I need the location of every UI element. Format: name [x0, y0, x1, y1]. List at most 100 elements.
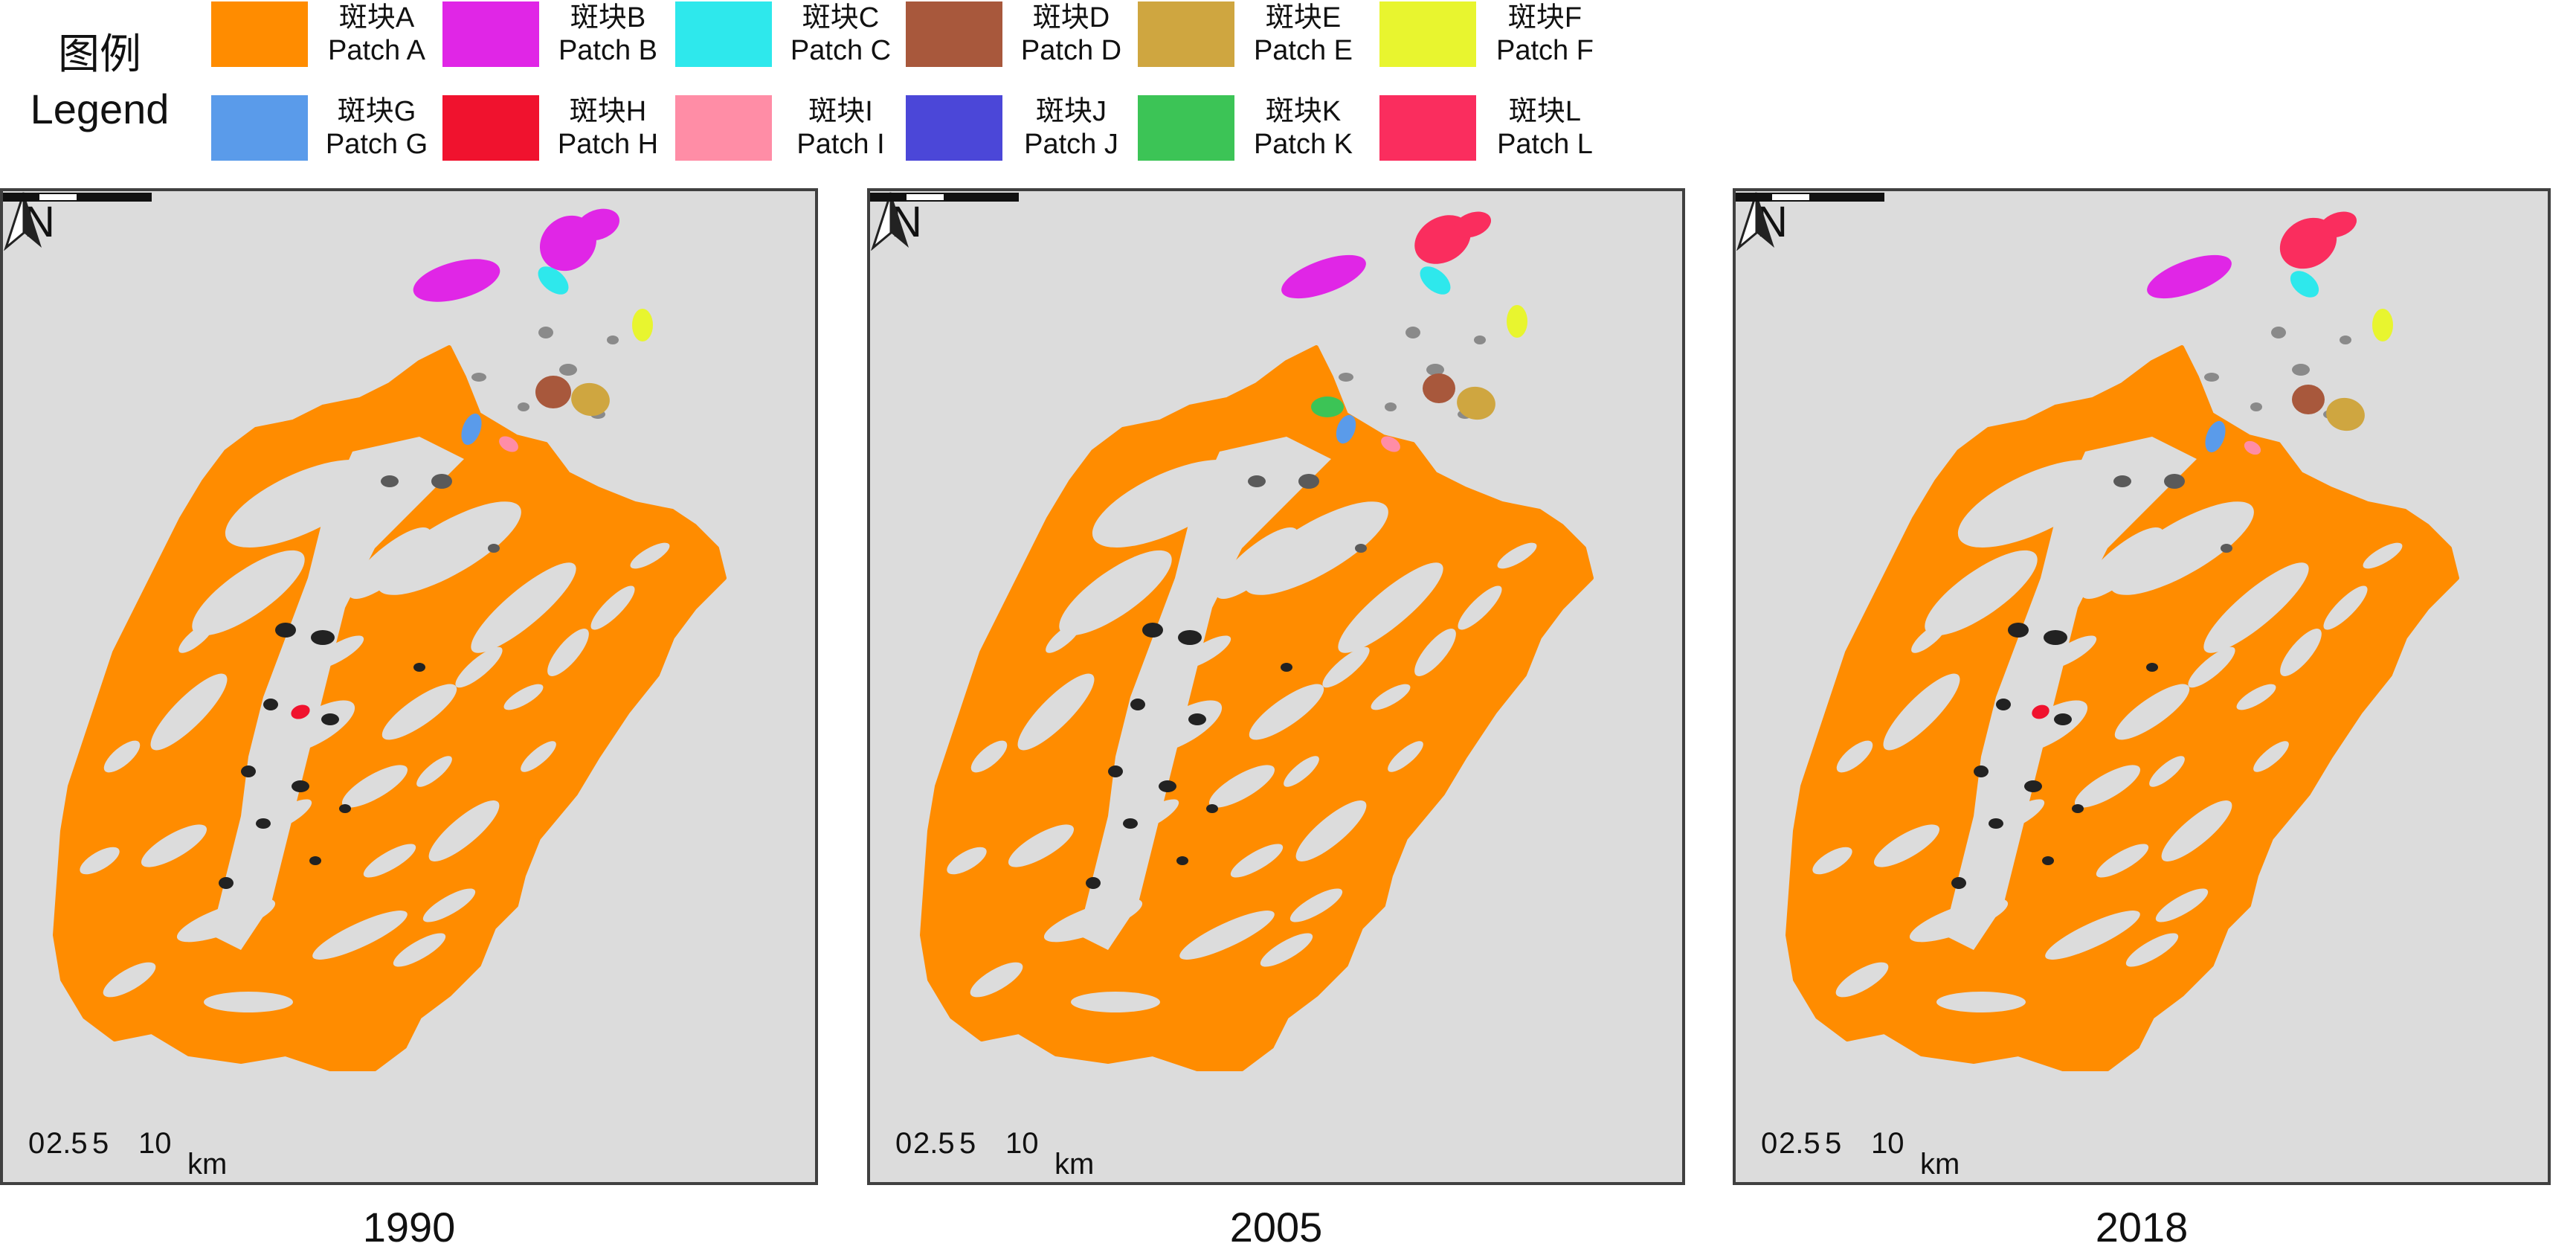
legend-label-cn: 斑块K — [1265, 96, 1342, 127]
map-nonpatch-gap — [2236, 684, 2276, 710]
legend-swatch — [906, 1, 1002, 67]
legend-swatch — [675, 1, 772, 67]
map-minor-patch — [2008, 623, 2029, 638]
map-nonpatch-gap — [1244, 501, 1388, 595]
map-minor-patch — [1176, 856, 1188, 865]
map-patch-b — [413, 259, 500, 302]
map-minor-patch — [311, 630, 335, 645]
legend-label-en: Patch F — [1496, 35, 1594, 66]
map-patch-b — [576, 208, 620, 241]
map-nonpatch-gap — [1371, 684, 1411, 710]
map-nonpatch-gap — [1836, 740, 1873, 773]
scale-unit-label: km — [187, 1148, 228, 1181]
map-minor-patch — [1123, 818, 1138, 829]
map-minor-patch — [1951, 877, 1966, 889]
map-patch-b — [1281, 254, 1366, 299]
map-patch-f — [632, 309, 653, 341]
map-nonpatch-gap — [947, 847, 987, 875]
map-patch-b — [2147, 254, 2232, 299]
map-nonpatch-gap — [1017, 673, 1095, 751]
map-nonpatch-gap — [1208, 765, 1275, 808]
legend-swatch — [1138, 1, 1234, 67]
map-minor-patch — [339, 804, 351, 813]
scale-unit-label: km — [1054, 1148, 1095, 1181]
legend-label-cn: 斑块E — [1265, 2, 1342, 33]
map-minor-patch — [275, 623, 296, 638]
map-nonpatch-gap — [2161, 800, 2232, 861]
legend-label-en: Patch J — [1024, 129, 1118, 160]
map-minor-patch — [607, 336, 619, 344]
legend-label-en: Patch D — [1020, 35, 1122, 66]
map-nonpatch-gap — [1126, 799, 1179, 833]
map-minor-patch — [309, 856, 321, 865]
map-nonpatch-gap — [381, 684, 457, 740]
map-nonpatch-gap — [275, 700, 355, 754]
map-nonpatch-gap — [176, 898, 276, 943]
legend-label-en: Patch K — [1253, 129, 1353, 160]
scale-tick-label: 10 — [1005, 1127, 1039, 1160]
legend-label-en: Patch A — [328, 35, 425, 66]
scale-tick-label: 2.5 — [913, 1127, 955, 1160]
map-minor-patch — [1298, 474, 1319, 489]
map-patch-e — [571, 382, 610, 417]
map-minor-patch — [1178, 630, 1202, 645]
legend-item-patch-k: 斑块K Patch K — [1138, 95, 1370, 170]
map-minor-patch — [2113, 475, 2131, 487]
map-nonpatch-gap — [1230, 844, 1284, 878]
map-minor-patch — [1989, 818, 2003, 829]
map-nonpatch-gap — [2074, 765, 2141, 808]
legend-label-cn: 斑块A — [338, 2, 415, 33]
map-minor-patch — [1188, 713, 1206, 725]
map-nonpatch-gap — [2280, 629, 2322, 676]
map-patch-c — [2290, 271, 2319, 298]
map-nonpatch-gap — [1284, 756, 1319, 787]
map-minor-patch — [2204, 373, 2219, 382]
map-nonpatch-gap — [1909, 898, 2009, 943]
north-arrow-icon — [871, 192, 909, 251]
map-patch-c — [538, 266, 569, 295]
map-patch-i — [1381, 436, 1400, 452]
map-minor-patch — [1142, 623, 1163, 638]
map-nonpatch-gap — [178, 622, 214, 653]
map-minor-patch — [2044, 630, 2067, 645]
map-minor-patch — [2146, 663, 2158, 672]
map-nonpatch-gap — [2125, 933, 2179, 967]
map-minor-patch — [256, 818, 271, 829]
scale-tick-label: 2.5 — [46, 1127, 88, 1160]
map-nonpatch-gap — [455, 646, 503, 688]
legend-item-patch-e: 斑块E Patch E — [1138, 1, 1370, 76]
legend-swatch — [1379, 95, 1476, 161]
map-minor-patch — [1426, 364, 1444, 376]
map-patch-g — [1336, 414, 1356, 444]
legend-item-patch-b: 斑块B Patch B — [442, 1, 674, 76]
map-nonpatch-gap — [103, 740, 141, 773]
scale-tick-label: 5 — [959, 1127, 976, 1160]
map-patch-c — [1420, 266, 1451, 295]
map-minor-patch — [2024, 780, 2042, 792]
map-patch-g — [2205, 420, 2226, 453]
map-nonpatch-gap — [1497, 542, 1537, 569]
legend-item-patch-j: 斑块J Patch J — [906, 95, 1138, 170]
map-nonpatch-gap — [1957, 460, 2109, 548]
map-minor-patch — [1385, 402, 1397, 411]
map-minor-patch — [2221, 544, 2232, 553]
map-nonpatch-gap — [1835, 962, 1889, 998]
map-minor-patch — [2164, 474, 2185, 489]
map-canvas — [1786, 211, 2459, 1071]
map-nonpatch-gap — [1289, 888, 1343, 922]
map-nonpatch-gap — [2155, 888, 2209, 922]
map-minor-patch — [538, 327, 553, 338]
map-nonpatch-gap — [2203, 562, 2309, 653]
map-year-label-2005: 2005 — [1229, 1204, 1323, 1251]
legend-title-cn: 图例 — [58, 31, 141, 77]
map-nonpatch-gap — [259, 799, 312, 833]
map-patch-f — [1507, 305, 1527, 338]
map-nonpatch-gap — [1991, 799, 2045, 833]
map-nonpatch-gap — [1092, 460, 1243, 548]
map-nonpatch-gap — [1873, 824, 1940, 867]
map-nonpatch-gap — [192, 550, 305, 636]
map-minor-patch — [263, 699, 278, 710]
legend-label-en: Patch H — [557, 129, 659, 160]
map-minor-patch — [518, 402, 529, 411]
scale-tick-label: 5 — [92, 1127, 109, 1160]
